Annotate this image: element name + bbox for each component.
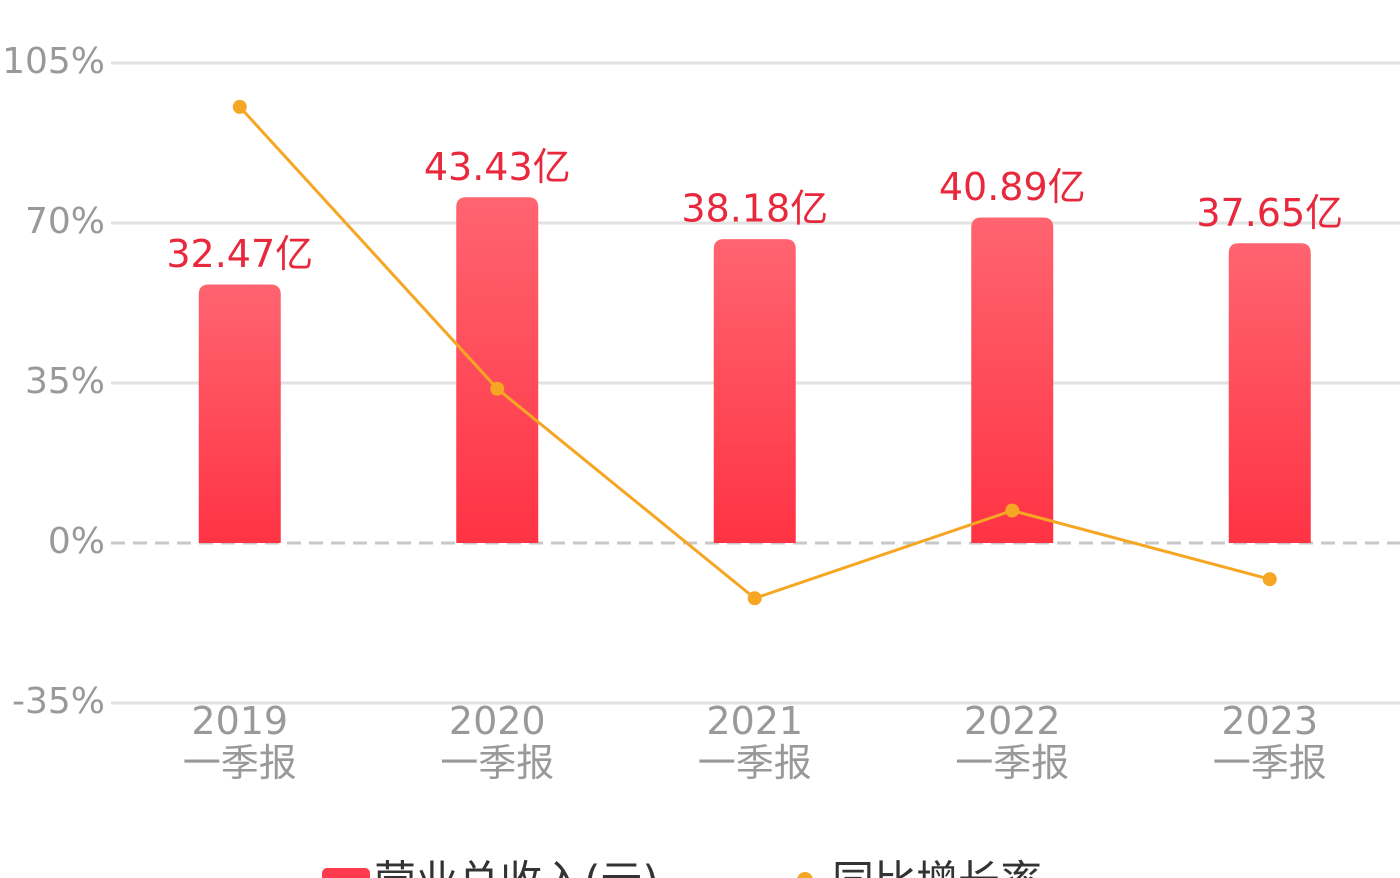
bar [971, 217, 1054, 544]
line-point [1005, 503, 1020, 518]
y-tick-label: 70% [25, 201, 105, 242]
value-label: 38.18亿 [681, 187, 828, 231]
y-tick-label: -35% [12, 681, 105, 722]
line-point [747, 591, 762, 606]
bar [456, 197, 539, 543]
y-tick-label: 35% [25, 361, 105, 402]
y-tick-label: 105% [2, 41, 105, 82]
bar [1228, 243, 1311, 543]
legend-label: 营业总收入(元) [374, 857, 659, 878]
value-label: 43.43亿 [424, 145, 571, 189]
legend-swatch [322, 868, 370, 878]
line-point [232, 99, 247, 114]
line-point [1262, 572, 1277, 587]
y-tick-label: 0% [48, 521, 105, 562]
legend-dot [797, 872, 813, 878]
value-label: 37.65亿 [1196, 191, 1343, 235]
legend-label: 同比增长率 [832, 857, 1042, 878]
value-label: 32.47亿 [166, 232, 313, 276]
x-tick-label: 2021 一季报 [697, 699, 812, 785]
line-point [490, 381, 505, 396]
value-label: 40.89亿 [939, 165, 1086, 209]
bar [198, 284, 281, 543]
x-tick-label: 2023 一季报 [1212, 699, 1327, 785]
x-tick-label: 2019 一季报 [182, 699, 297, 785]
x-tick-label: 2020 一季报 [440, 699, 555, 785]
x-tick-label: 2022 一季报 [955, 699, 1070, 785]
bar [713, 239, 796, 544]
